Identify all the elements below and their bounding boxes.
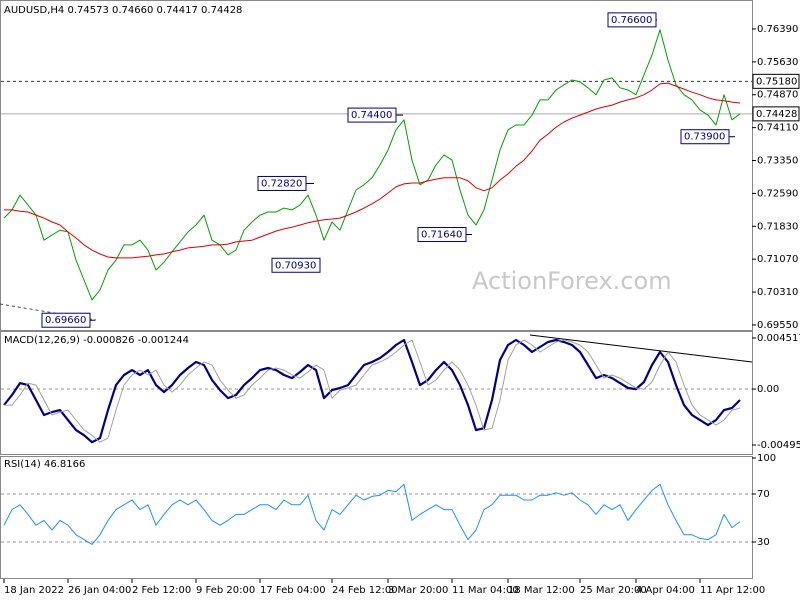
annotation-box: [257, 175, 307, 191]
y-tick-label: 0.72590: [757, 188, 798, 199]
y-tick-label: 0.76390: [757, 24, 798, 35]
x-tick-label: 17 Feb 04:00: [260, 585, 326, 596]
annotation-box: [41, 312, 91, 328]
x-tick-label: 11 Mar 04:00: [452, 585, 519, 596]
price-line-label: 0.74428: [756, 109, 797, 120]
y-tick-label: 0.00: [757, 384, 779, 395]
x-tick-label: 26 Jan 04:00: [68, 585, 131, 596]
annotation-box: [680, 129, 730, 145]
annotation-label: 0.69660: [45, 315, 86, 326]
annotation-label: 0.72820: [261, 178, 302, 189]
macd-panel: [0, 331, 753, 455]
annotation-label: 0.73900: [684, 132, 725, 143]
rsi-title: RSI(14) 46.8166: [4, 459, 85, 470]
trend-line: [0, 303, 97, 321]
trend-line: [529, 334, 753, 363]
annotation-box: [417, 227, 467, 243]
y-tick-label: 0.74870: [757, 90, 798, 101]
y-tick-label: 0.004517: [757, 333, 800, 344]
annotation-label: 0.74400: [351, 110, 392, 121]
y-tick-label: 0.70310: [757, 287, 798, 298]
annotation-label: 0.70930: [275, 260, 316, 271]
y-tick-label: 70: [757, 489, 770, 500]
x-tick-label: 9 Feb 20:00: [196, 585, 255, 596]
series-line: [3, 29, 741, 301]
y-tick-label: 0.74110: [757, 123, 798, 134]
rsi-panel: [0, 456, 753, 579]
x-tick-label: 4 Apr 04:00: [636, 585, 695, 596]
x-tick-label: 18 Jan 2022: [4, 585, 64, 596]
x-tick-label: 11 Apr 12:00: [700, 585, 765, 596]
x-tick-label: 24 Feb 12:00: [332, 585, 398, 596]
annotation-box: [271, 257, 321, 273]
series-line: [3, 338, 741, 444]
x-tick-label: 25 Mar 20:00: [580, 585, 647, 596]
price-title: AUDUSD,H4 0.74573 0.74660 0.74417 0.7442…: [4, 5, 242, 16]
y-tick-label: 0.75630: [757, 57, 798, 68]
y-tick-label: 30: [757, 537, 770, 548]
annotation-label: 0.76600: [611, 15, 652, 26]
macd-title: MACD(12,26,9) -0.000826 -0.001244: [4, 335, 189, 346]
series-line: [4, 82, 741, 259]
x-tick-label: 18 Mar 12:00: [508, 585, 575, 596]
price-line-box: [752, 106, 800, 122]
annotation-box: [347, 107, 397, 123]
x-tick-label: 3 Mar 20:00: [388, 585, 448, 596]
y-tick-label: 0.69550: [757, 320, 798, 331]
series-line: [4, 339, 741, 443]
annotation-label: 0.71640: [421, 230, 462, 241]
y-tick-label: 0.73350: [757, 156, 798, 167]
watermark: ActionForex.com: [472, 267, 672, 295]
y-tick-label: 0.71830: [757, 221, 798, 232]
y-tick-label: -0.00495: [757, 440, 800, 451]
price-line-label: 0.75180: [756, 76, 797, 87]
price-panel: [0, 0, 753, 331]
x-tick-label: 2 Feb 12:00: [132, 585, 191, 596]
annotation-box: [607, 12, 657, 28]
series-line: [3, 483, 741, 545]
y-tick-label: 100: [757, 453, 776, 464]
y-tick-label: 0.71070: [757, 254, 798, 265]
price-line-box: [752, 73, 800, 89]
